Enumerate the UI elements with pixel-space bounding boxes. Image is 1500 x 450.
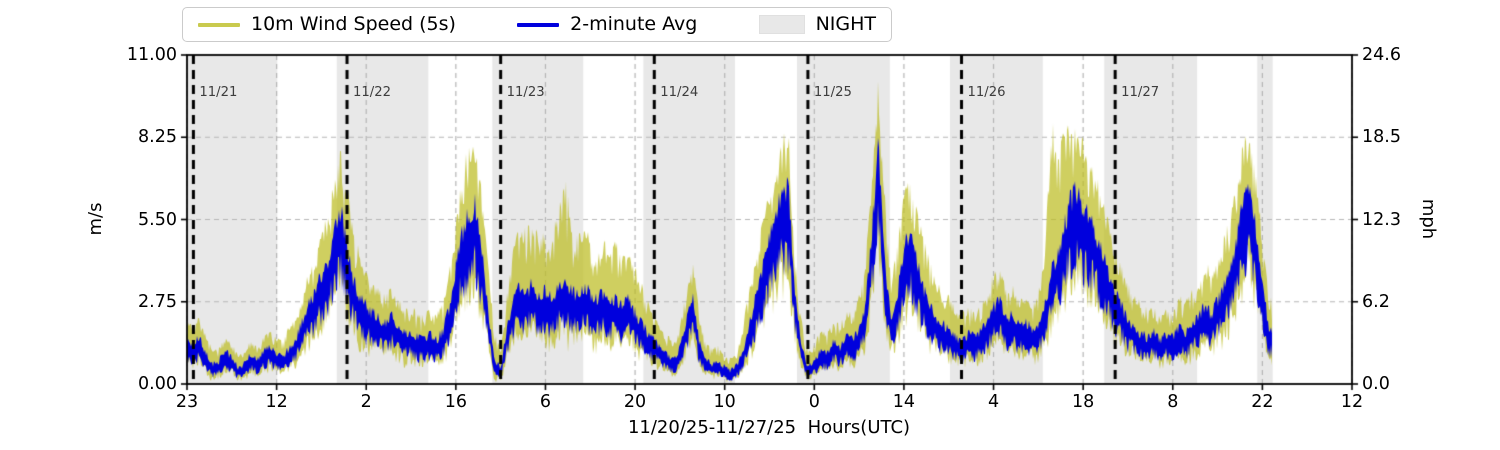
x-tick-label: 4 bbox=[987, 392, 1000, 412]
y-tick-label-right: 0.0 bbox=[1362, 374, 1390, 394]
x-tick-label: 10 bbox=[713, 392, 736, 412]
x-tick-label: 22 bbox=[1251, 392, 1274, 412]
y-tick-label-right: 18.5 bbox=[1362, 127, 1401, 148]
day-boundary-label: 11/21 bbox=[199, 85, 238, 100]
y-tick-label-right: 24.6 bbox=[1362, 45, 1401, 65]
x-tick-label: 20 bbox=[623, 392, 647, 412]
x-tick-label: 23 bbox=[175, 392, 199, 412]
x-tick-label: 16 bbox=[444, 392, 467, 412]
y-tick-label-left: 5.50 bbox=[138, 209, 177, 230]
x-tick-label: 18 bbox=[1072, 392, 1095, 412]
legend-item-label: 2-minute Avg bbox=[570, 13, 698, 35]
day-boundary-label: 11/22 bbox=[353, 85, 392, 100]
y-tick-label-right: 12.3 bbox=[1362, 209, 1401, 230]
y-tick-label-left: 11.00 bbox=[126, 45, 177, 65]
x-tick-label: 0 bbox=[808, 392, 820, 412]
x-axis-label: 11/20/25-11/27/25 Hours(UTC) bbox=[627, 417, 911, 438]
day-boundary-label: 11/23 bbox=[506, 85, 545, 100]
x-tick-label: 2 bbox=[360, 392, 372, 412]
legend-item-label: 10m Wind Speed (5s) bbox=[251, 13, 456, 35]
y-tick-label-left: 0.00 bbox=[138, 374, 177, 394]
day-boundary-label: 11/27 bbox=[1121, 85, 1160, 100]
y-tick-label-left: 8.25 bbox=[138, 127, 177, 148]
legend-line-swatch-icon bbox=[198, 22, 240, 27]
day-boundary-label: 11/26 bbox=[967, 85, 1006, 100]
x-tick-label: 14 bbox=[892, 392, 916, 412]
legend-item-1: 2-minute Avg bbox=[517, 15, 697, 34]
x-tick-label: 12 bbox=[265, 392, 288, 412]
day-boundary-label: 11/24 bbox=[660, 85, 699, 100]
x-tick-label: 8 bbox=[1167, 392, 1179, 412]
y-tick-label-left: 2.75 bbox=[138, 291, 177, 312]
legend: 10m Wind Speed (5s) 2-minute Avg NIGHT bbox=[182, 7, 892, 42]
legend-item-0: 10m Wind Speed (5s) bbox=[198, 15, 456, 34]
legend-night-patch-icon bbox=[758, 15, 805, 34]
legend-item-label: NIGHT bbox=[815, 13, 876, 35]
y-tick-label-right: 6.2 bbox=[1362, 291, 1390, 312]
legend-item-2: NIGHT bbox=[758, 13, 876, 35]
x-tick-label: 6 bbox=[539, 392, 552, 412]
legend-line-swatch-icon bbox=[517, 22, 560, 27]
day-boundary-label: 11/25 bbox=[813, 85, 852, 100]
x-tick-label: 12 bbox=[1340, 392, 1364, 412]
